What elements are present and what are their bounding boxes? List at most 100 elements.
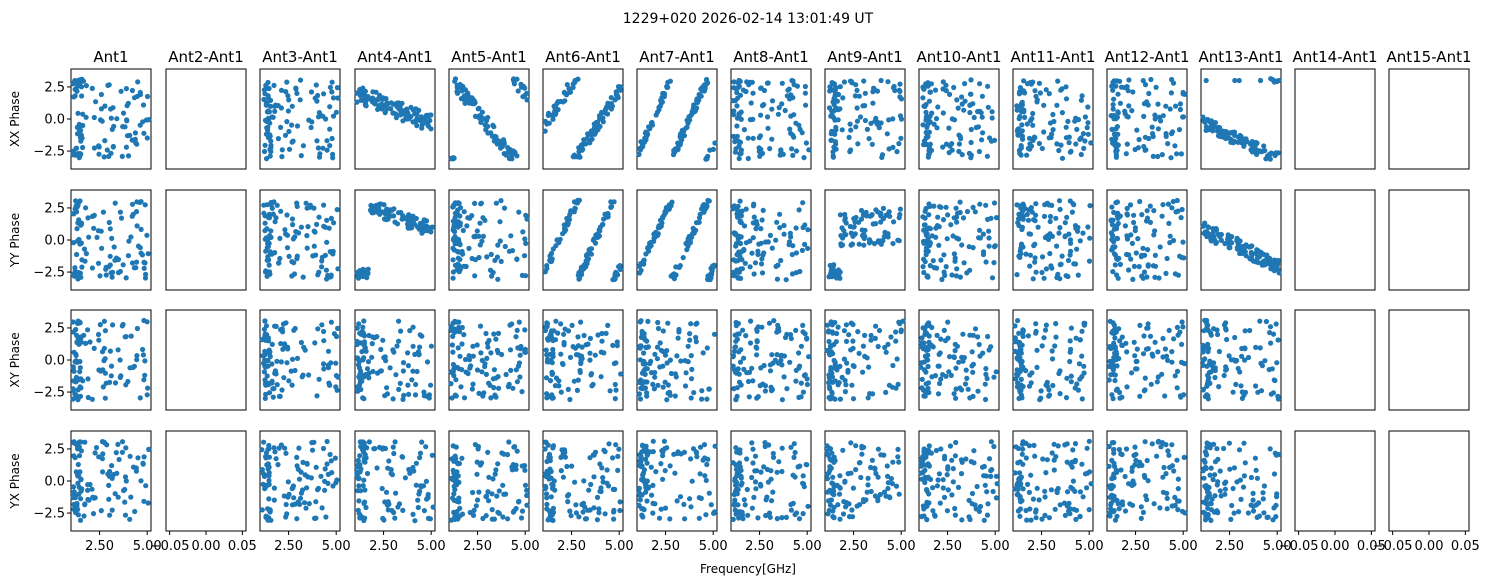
data-point <box>1160 202 1166 208</box>
data-point <box>1207 380 1213 386</box>
data-point <box>1109 232 1116 239</box>
data-point <box>1053 321 1059 327</box>
data-point <box>581 332 587 339</box>
data-point <box>1270 331 1277 337</box>
data-point <box>123 334 129 340</box>
data-point <box>738 116 744 122</box>
data-point <box>415 497 421 503</box>
data-point <box>599 338 605 344</box>
data-point <box>1068 248 1074 254</box>
panel-r0-c8: Ant9-Ant1 <box>824 48 906 170</box>
data-point <box>639 370 646 376</box>
data-point <box>117 268 123 275</box>
data-point <box>398 328 404 334</box>
data-point <box>306 372 312 378</box>
panel-r1-c4 <box>448 189 530 291</box>
data-point <box>652 232 658 238</box>
data-point <box>1160 354 1166 360</box>
data-point <box>976 341 982 348</box>
data-point <box>138 250 144 256</box>
data-point <box>479 369 485 375</box>
data-point <box>451 491 457 497</box>
data-point <box>494 493 500 499</box>
data-point <box>925 389 931 396</box>
data-point <box>379 106 385 112</box>
y-tick-label: 0.0 <box>44 234 65 249</box>
data-point <box>1115 91 1121 97</box>
data-point <box>660 214 666 220</box>
data-point <box>122 499 128 505</box>
data-point <box>104 147 110 153</box>
data-point <box>1110 106 1116 112</box>
data-point <box>650 500 656 506</box>
data-point <box>706 490 712 496</box>
data-point <box>1111 251 1118 257</box>
data-point <box>737 209 743 216</box>
data-point <box>960 331 966 337</box>
data-point <box>843 500 850 506</box>
data-point <box>384 385 390 391</box>
data-point <box>758 85 764 91</box>
data-point <box>467 509 473 516</box>
data-point <box>1072 118 1078 124</box>
data-point <box>614 339 620 345</box>
data-point <box>610 342 616 348</box>
y-tick-label: 2.5 <box>44 321 65 336</box>
data-point <box>483 122 489 128</box>
data-point <box>869 457 876 463</box>
row-ylabel: YX Phase <box>8 453 22 509</box>
data-point <box>636 151 642 158</box>
data-point <box>75 110 81 116</box>
data-point <box>312 95 318 101</box>
panel-r0-c5: Ant6-Ant1 <box>542 48 624 170</box>
data-point <box>983 371 989 377</box>
data-point <box>79 264 85 270</box>
data-point <box>1124 211 1130 217</box>
data-point <box>1145 321 1151 327</box>
data-point <box>1079 353 1085 359</box>
data-point <box>1109 204 1115 210</box>
data-point <box>1134 127 1140 133</box>
data-point <box>100 209 106 215</box>
data-point <box>595 332 601 338</box>
panel-r2-c11 <box>1106 309 1188 411</box>
data-point <box>576 275 583 281</box>
data-point <box>573 510 580 516</box>
data-point <box>951 354 957 360</box>
data-point <box>769 106 775 112</box>
data-point <box>470 489 476 496</box>
data-point <box>1046 392 1053 398</box>
data-point <box>261 87 267 93</box>
data-point <box>415 504 421 511</box>
data-point <box>610 486 616 492</box>
data-point <box>746 394 752 400</box>
data-point <box>1077 376 1083 382</box>
data-point <box>677 131 684 137</box>
data-point <box>278 105 284 111</box>
data-point <box>946 369 952 375</box>
data-point <box>785 87 791 93</box>
data-point <box>430 504 436 510</box>
data-point <box>120 124 126 130</box>
data-point <box>939 276 945 283</box>
data-point <box>742 502 748 508</box>
data-point <box>262 395 268 401</box>
data-point <box>379 446 386 452</box>
data-point <box>871 86 877 92</box>
data-point <box>1275 257 1281 264</box>
data-point <box>1016 330 1022 336</box>
data-point <box>311 228 317 234</box>
data-point <box>523 273 529 279</box>
data-point <box>966 150 973 156</box>
data-point <box>1057 391 1063 397</box>
data-point <box>1042 327 1049 333</box>
data-point <box>264 202 270 208</box>
data-point <box>840 511 847 517</box>
data-point <box>1153 84 1159 90</box>
data-point <box>935 104 941 110</box>
data-point <box>694 105 700 111</box>
data-point <box>516 209 522 215</box>
data-point <box>466 357 473 363</box>
data-point <box>868 488 874 495</box>
data-point <box>883 349 889 355</box>
